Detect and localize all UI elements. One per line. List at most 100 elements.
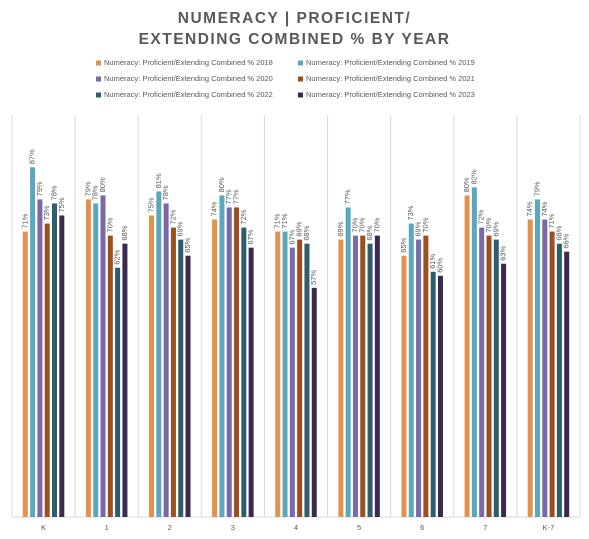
value-label: 68% (365, 225, 374, 240)
value-label: 79% (532, 181, 541, 196)
bar (564, 251, 570, 517)
bar (226, 207, 232, 517)
legend-label: Numeracy: Proficient/Extending Combined … (306, 90, 475, 99)
bar (486, 235, 492, 517)
x-tick-label: 7 (483, 523, 487, 532)
bar (282, 231, 288, 517)
bar (430, 271, 436, 517)
bar (156, 191, 162, 517)
value-label: 79% (35, 181, 44, 196)
value-label: 66% (562, 233, 571, 248)
bar (107, 235, 113, 517)
value-label: 73% (42, 205, 51, 220)
bar (59, 215, 65, 517)
bar (37, 199, 43, 518)
bar (464, 195, 470, 517)
value-label: 80% (98, 177, 107, 192)
value-label: 65% (399, 237, 408, 252)
bar (534, 199, 540, 518)
legend-swatch (298, 60, 303, 66)
value-label: 70% (105, 217, 114, 232)
value-label: 65% (183, 237, 192, 252)
x-tick-label: 4 (294, 523, 298, 532)
bar (338, 239, 344, 517)
x-tick-label: K-7 (543, 523, 555, 532)
legend-label: Numeracy: Proficient/Extending Combined … (104, 90, 273, 99)
value-label: 60% (435, 257, 444, 272)
value-label: 68% (554, 225, 563, 240)
bar (44, 223, 50, 518)
legend-swatch (298, 76, 303, 82)
bar (93, 203, 99, 517)
bar (471, 187, 477, 518)
x-tick-label: 2 (168, 523, 172, 532)
value-label: 82% (469, 169, 478, 184)
value-label: 72% (477, 209, 486, 224)
bar (542, 219, 548, 517)
bar (52, 203, 58, 517)
bar (493, 239, 499, 517)
value-label: 69% (295, 221, 304, 236)
bar (275, 231, 281, 517)
bar (100, 195, 106, 517)
bar (122, 243, 128, 517)
bar (311, 287, 317, 517)
legend-swatch (298, 92, 303, 98)
value-label: 62% (113, 249, 122, 264)
bar (374, 235, 380, 517)
value-label: 70% (484, 217, 493, 232)
value-label: 67% (246, 229, 255, 244)
bar (479, 227, 485, 517)
bar (549, 231, 555, 517)
value-label: 70% (350, 217, 359, 232)
x-tick-label: 5 (357, 523, 361, 532)
legend-label: Numeracy: Proficient/Extending Combined … (306, 74, 475, 83)
value-label: 81% (154, 173, 163, 188)
bar (234, 207, 240, 517)
value-label: 78% (161, 185, 170, 200)
value-label: 61% (428, 253, 437, 268)
value-label: 68% (302, 225, 311, 240)
x-tick-label: 6 (420, 523, 424, 532)
value-label: 71% (547, 213, 556, 228)
value-label: 77% (232, 189, 241, 204)
value-label: 87% (28, 149, 37, 164)
value-label: 73% (406, 205, 415, 220)
bar (408, 223, 414, 518)
bar (289, 247, 295, 517)
bar (360, 235, 366, 517)
value-label: 68% (120, 225, 129, 240)
bar (115, 267, 121, 517)
value-label: 72% (239, 209, 248, 224)
bar (527, 219, 533, 517)
bar (185, 255, 191, 517)
value-label: 71% (20, 213, 29, 228)
bar (501, 263, 507, 517)
x-tick-label: 3 (231, 523, 235, 532)
chart-title: NUMERACY | PROFICIENT/ EXTENDING COMBINE… (138, 10, 451, 48)
bar (212, 219, 218, 517)
value-label: 69% (491, 221, 500, 236)
bar (352, 235, 358, 517)
legend-label: Numeracy: Proficient/Extending Combined … (104, 74, 273, 83)
legend-swatch (96, 76, 101, 82)
legend-swatch (96, 60, 101, 66)
value-label: 74% (540, 201, 549, 216)
value-label: 75% (147, 197, 156, 212)
value-label: 69% (414, 221, 423, 236)
x-tick-label: 1 (105, 523, 109, 532)
value-label: 72% (168, 209, 177, 224)
x-tick-label: K (41, 523, 46, 532)
bar (345, 207, 351, 517)
value-label: 57% (309, 270, 318, 285)
bar (178, 239, 184, 517)
bar (304, 243, 310, 517)
value-label: 79% (83, 181, 92, 196)
bar (416, 239, 422, 517)
value-label: 77% (343, 189, 352, 204)
bar (163, 203, 169, 517)
legend-label: Numeracy: Proficient/Extending Combined … (306, 58, 475, 67)
bar (248, 247, 254, 517)
legend-label: Numeracy: Proficient/Extending Combined … (104, 58, 273, 67)
